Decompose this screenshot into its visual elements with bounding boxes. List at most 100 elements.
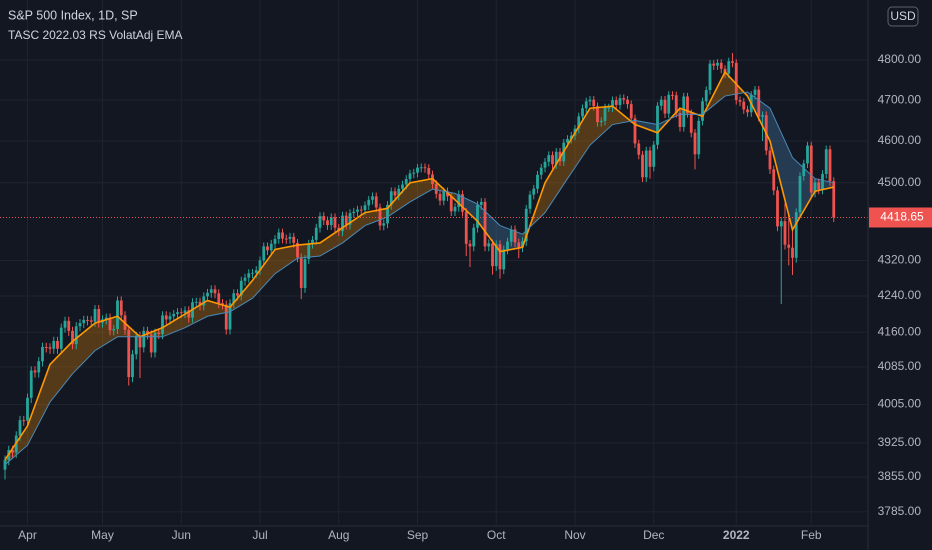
candle-body [284,238,288,240]
candle-body [33,370,37,373]
candle-body [592,99,596,107]
candle-body [753,89,757,95]
candle-body [299,257,303,288]
candle-body [434,184,438,194]
ema-fill [545,145,568,213]
candle-body [652,144,656,167]
candle-body [483,201,487,247]
candle-body [48,347,52,349]
candle-body [243,277,247,281]
candle-body [374,196,378,208]
grid [0,0,868,525]
currency[interactable]: USD [890,9,916,23]
candle-body [311,239,314,244]
candle-body [472,227,476,247]
candle-body [487,243,491,247]
ema-fill [185,300,208,328]
candle-body [787,244,791,248]
ema-fill [275,245,298,274]
candle-body [577,116,581,129]
candle-body [457,194,461,208]
candle-body [307,243,311,260]
candle-body [479,201,483,205]
candle-body [52,340,56,349]
candle-body [581,108,584,117]
candle-body [146,330,149,335]
candle-body [363,205,367,211]
candle-body [419,167,423,169]
ema-fill [770,108,793,230]
candle-body [134,335,138,355]
candle-body [131,354,134,378]
candle-body [509,229,513,242]
candle-body [663,99,667,114]
candle-body [292,236,296,243]
candle-body [224,304,228,330]
candle-body [476,204,479,228]
candle-body [164,315,168,320]
candle-body [236,293,239,296]
candle-body [498,244,502,270]
candle-body [566,138,569,143]
candle-body [138,335,142,348]
ema-fill [567,108,590,179]
candle-body [202,296,206,306]
candle-body [359,209,363,211]
candle-body [494,244,498,267]
candle-body [622,98,626,100]
candle-body [588,99,592,102]
candle-body [41,346,44,362]
candle-body [326,220,329,226]
candle-body [584,101,588,109]
y-tick-label: 4500.00 [878,175,922,189]
candle-body [11,450,14,453]
y-tick-label: 4600.00 [878,133,922,147]
ema-fill [72,323,95,374]
candle-body [397,188,401,196]
candle-body [389,191,393,205]
candle-body [404,179,408,185]
candle-body [543,161,547,168]
candle-body [56,340,59,349]
candle-body [821,173,824,190]
candle-body [206,292,209,297]
candle-body [176,312,179,315]
candle-body [149,334,153,353]
candle-body [74,326,78,345]
candle-body [3,459,7,470]
candle-body [59,327,63,349]
ema-fill [342,212,365,243]
candle-body [464,211,468,244]
candle-body [371,196,374,200]
candle-body [344,215,348,225]
candle-body [93,309,97,322]
candle-body [251,272,254,274]
ema-fill [410,178,433,202]
candle-body [667,94,671,114]
candle-body [228,303,232,330]
candle-body [637,143,641,155]
candle-body [776,190,779,227]
candle-body [817,182,821,190]
candle-body [67,320,71,331]
candle-body [341,215,344,232]
currency-box[interactable] [887,6,919,27]
candle-body [168,316,172,320]
ema-fill [792,157,815,230]
candle-body [521,241,524,248]
y-tick-label: 3855.00 [878,469,922,483]
candle-body [213,289,217,294]
y-tick-label: 4700.00 [878,92,922,106]
candle-body [449,196,453,212]
candle-body [648,150,652,167]
x-tick-label: Aug [328,528,349,542]
candle-body [356,209,359,212]
candle-body [506,241,509,250]
candle-body [697,120,701,155]
candle-body [513,229,517,243]
candle-body [86,319,89,321]
candle-body [712,63,716,66]
candle-body [427,168,431,175]
candle-body [108,317,112,331]
